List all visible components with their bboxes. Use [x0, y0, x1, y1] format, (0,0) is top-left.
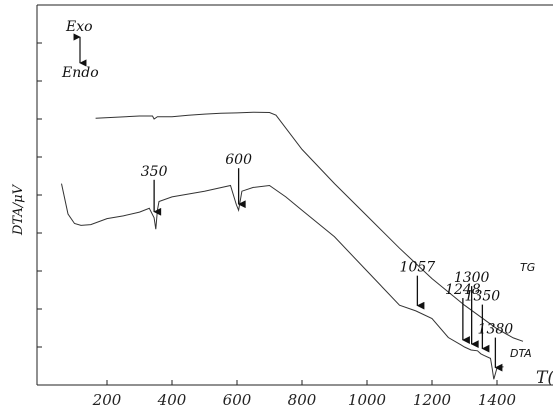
x-tick-label-1200: 1200 [413, 391, 452, 409]
annotation-label-600: 600 [225, 152, 252, 168]
x-tick-label-400: 400 [157, 391, 187, 409]
series-line-tg [95, 111, 524, 342]
x-ticks [106, 380, 498, 385]
annotation-label-1057: 1057 [400, 260, 436, 276]
exo-label: Exo [65, 19, 93, 35]
annotation-label-1300: 1300 [454, 270, 490, 286]
endo-label: Endo [61, 65, 99, 81]
series-label-dta: DTA [510, 347, 532, 360]
x-tick-labels: 200 400 600 800 1000 1200 1400 [92, 391, 517, 409]
x-tick-label-800: 800 [288, 391, 317, 409]
x-tick-label-200: 200 [92, 391, 122, 409]
annotation-label-1380: 1380 [478, 322, 514, 338]
y-axis-label: DTA/μV [11, 183, 26, 236]
x-tick-label-600: 600 [223, 391, 252, 409]
x-axis-label: T( [536, 368, 553, 388]
series-line-dta [61, 183, 504, 380]
annotation-label-1350: 1350 [465, 289, 501, 305]
annotation-label-350: 350 [141, 164, 168, 180]
series-label-tg: TG [520, 261, 535, 274]
y-ticks [37, 4, 42, 386]
x-tick-label-1400: 1400 [478, 391, 517, 409]
x-tick-label-1000: 1000 [348, 391, 387, 409]
